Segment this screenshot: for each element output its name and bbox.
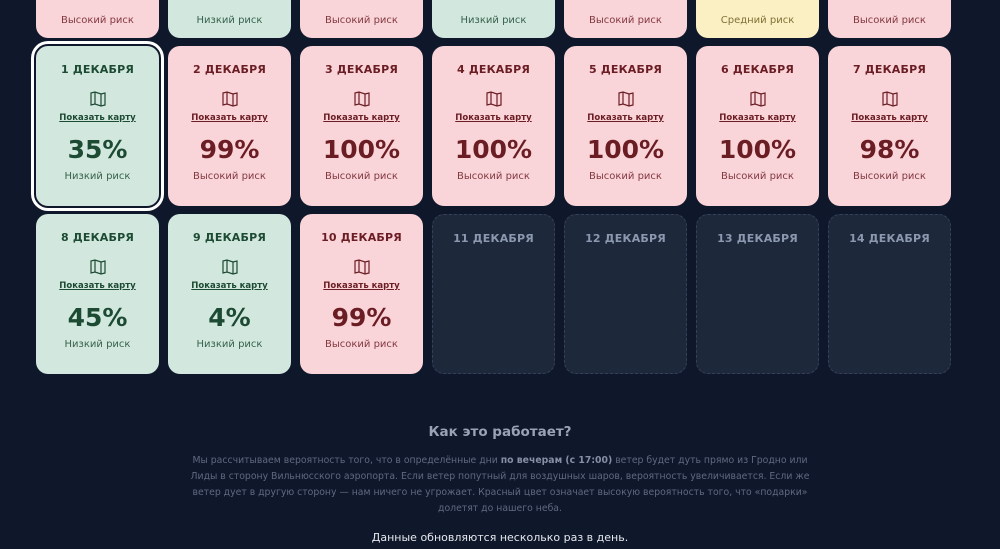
risk-percent: 100% [322, 135, 401, 164]
day-card-previous-week[interactable]: Низкий риск [432, 0, 555, 38]
day-card-previous-week[interactable]: Высокий риск [828, 0, 951, 38]
risk-percent: 100% [586, 135, 665, 164]
how-it-works-description: Мы рассчитываем вероятность того, что в … [180, 453, 820, 517]
day-card[interactable]: 1 ДЕКАБРЯ Показать карту 35% Низкий риск [34, 44, 161, 208]
day-card[interactable]: 2 ДЕКАБРЯ Показать карту 99% Высокий риск [168, 46, 291, 206]
risk-label: Низкий риск [196, 15, 263, 26]
day-card: 12 ДЕКАБРЯ [564, 214, 687, 374]
map-icon [353, 258, 371, 276]
risk-label: Высокий риск [61, 15, 134, 26]
map-icon [353, 90, 371, 108]
risk-label: Средний риск [720, 15, 795, 26]
show-map-link[interactable]: Показать карту [191, 281, 268, 291]
map-icon [89, 258, 107, 276]
desc-text: Мы рассчитываем вероятность того, что в … [192, 455, 501, 466]
risk-label: Высокий риск [853, 171, 926, 182]
risk-percent: 98% [859, 135, 920, 164]
risk-label: Высокий риск [589, 15, 662, 26]
day-card-previous-week[interactable]: Низкий риск [168, 0, 291, 38]
map-icon [617, 90, 635, 108]
risk-percent: 100% [718, 135, 797, 164]
show-map-link[interactable]: Показать карту [323, 281, 400, 291]
map-icon [881, 90, 899, 108]
risk-label: Высокий риск [853, 15, 926, 26]
map-icon [89, 90, 107, 108]
risk-label: Высокий риск [325, 15, 398, 26]
show-map-link[interactable]: Показать карту [455, 113, 532, 123]
day-card[interactable]: 10 ДЕКАБРЯ Показать карту 99% Высокий риск [300, 214, 423, 374]
day-date: 1 ДЕКАБРЯ [60, 63, 134, 76]
show-map-link[interactable]: Показать карту [191, 113, 268, 123]
show-map-link[interactable]: Показать карту [587, 113, 664, 123]
show-map-link[interactable]: Показать карту [851, 113, 928, 123]
risk-label: Низкий риск [460, 15, 527, 26]
day-card-previous-week[interactable]: Высокий риск [564, 0, 687, 38]
day-card-previous-week[interactable]: Высокий риск [300, 0, 423, 38]
risk-percent: 4% [208, 303, 251, 332]
show-map-link[interactable]: Показать карту [59, 113, 136, 123]
day-card[interactable]: 9 ДЕКАБРЯ Показать карту 4% Низкий риск [168, 214, 291, 374]
risk-label: Высокий риск [589, 171, 662, 182]
how-it-works-title: Как это работает? [428, 424, 572, 440]
day-card[interactable]: 4 ДЕКАБРЯ Показать карту 100% Высокий риск [432, 46, 555, 206]
risk-percent: 99% [199, 135, 260, 164]
risk-percent: 35% [67, 135, 128, 164]
day-card-previous-week[interactable]: Высокий риск [36, 0, 159, 38]
day-card[interactable]: 5 ДЕКАБРЯ Показать карту 100% Высокий риск [564, 46, 687, 206]
update-note: Данные обновляются несколько раз в день. [371, 531, 629, 544]
day-card[interactable]: 6 ДЕКАБРЯ Показать карту 100% Высокий риск [696, 46, 819, 206]
day-date: 14 ДЕКАБРЯ [849, 232, 930, 245]
show-map-link[interactable]: Показать карту [323, 113, 400, 123]
day-date: 12 ДЕКАБРЯ [585, 232, 666, 245]
day-card: 11 ДЕКАБРЯ [432, 214, 555, 374]
day-date: 10 ДЕКАБРЯ [321, 231, 402, 244]
show-map-link[interactable]: Показать карту [59, 281, 136, 291]
day-date: 9 ДЕКАБРЯ [192, 231, 266, 244]
day-date: 3 ДЕКАБРЯ [324, 63, 398, 76]
forecast-calendar-grid: Высокий риск Низкий риск Высокий риск Низки… [34, 0, 951, 374]
risk-label: Высокий риск [325, 171, 398, 182]
day-date: 5 ДЕКАБРЯ [588, 63, 662, 76]
day-date: 2 ДЕКАБРЯ [192, 63, 266, 76]
day-date: 4 ДЕКАБРЯ [456, 63, 530, 76]
risk-label: Высокий риск [325, 339, 398, 350]
day-card[interactable]: 3 ДЕКАБРЯ Показать карту 100% Высокий риск [300, 46, 423, 206]
day-date: 13 ДЕКАБРЯ [717, 232, 798, 245]
map-icon [485, 90, 503, 108]
risk-percent: 100% [454, 135, 533, 164]
day-card[interactable]: 7 ДЕКАБРЯ Показать карту 98% Высокий риск [828, 46, 951, 206]
map-icon [749, 90, 767, 108]
day-card: 14 ДЕКАБРЯ [828, 214, 951, 374]
desc-text: ветер будет дуть прямо из Гродно или Лид… [190, 455, 810, 514]
risk-label: Низкий риск [64, 339, 131, 350]
map-icon [221, 90, 239, 108]
day-date: 6 ДЕКАБРЯ [720, 63, 794, 76]
risk-percent: 99% [331, 303, 392, 332]
risk-label: Высокий риск [721, 171, 794, 182]
how-it-works-section: Как это работает? Мы рассчитываем вероят… [180, 424, 820, 544]
risk-label: Высокий риск [457, 171, 530, 182]
day-date: 11 ДЕКАБРЯ [453, 232, 534, 245]
risk-label: Высокий риск [193, 171, 266, 182]
day-card: 13 ДЕКАБРЯ [696, 214, 819, 374]
risk-percent: 45% [67, 303, 128, 332]
day-card[interactable]: 8 ДЕКАБРЯ Показать карту 45% Низкий риск [36, 214, 159, 374]
risk-label: Низкий риск [64, 171, 131, 182]
day-date: 7 ДЕКАБРЯ [852, 63, 926, 76]
map-icon [221, 258, 239, 276]
risk-label: Низкий риск [196, 339, 263, 350]
day-card-previous-week[interactable]: Средний риск [696, 0, 819, 38]
show-map-link[interactable]: Показать карту [719, 113, 796, 123]
desc-bold-text: по вечерам (с 17:00) [500, 455, 613, 466]
day-date: 8 ДЕКАБРЯ [60, 231, 134, 244]
